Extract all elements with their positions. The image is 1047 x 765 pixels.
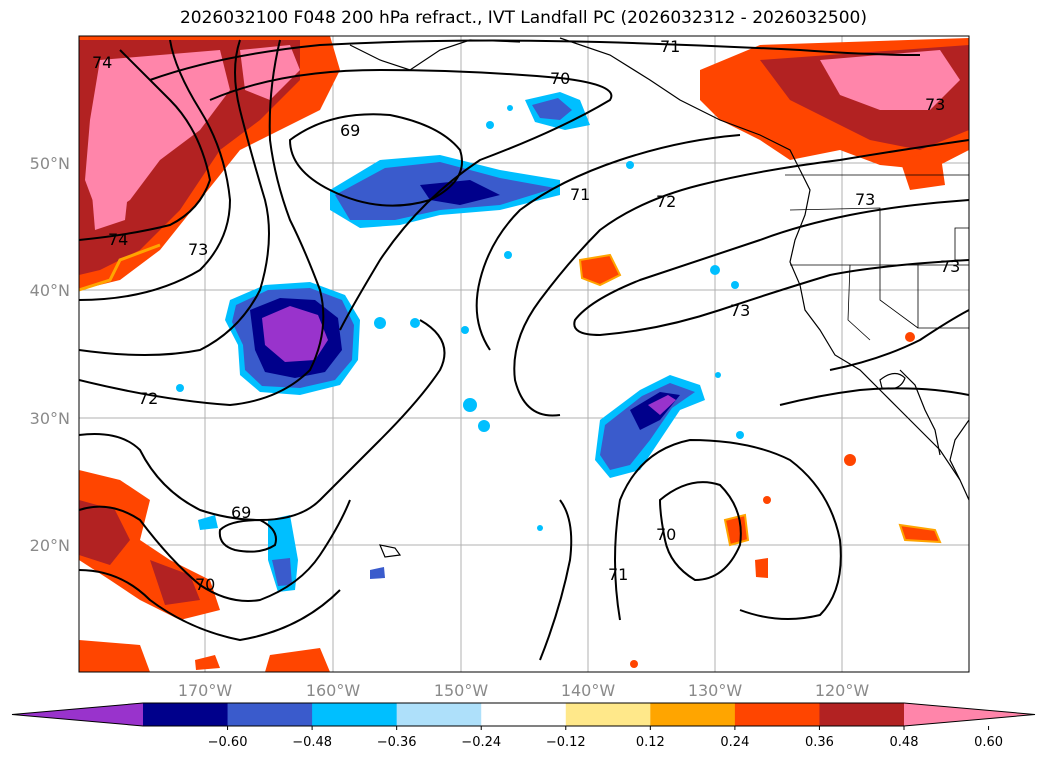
contour-label: 73 [925,95,945,114]
lon-tick: 120°W [815,681,870,700]
lon-tick: 170°W [178,681,233,700]
lat-tick: 40°N [30,281,70,300]
positive-anomaly-ne [700,38,969,190]
negative-anomaly-core [225,282,360,395]
lat-tick: 30°N [30,409,70,428]
latitude-labels: 50°N 40°N 30°N 20°N [30,154,70,555]
colorbar-tick-label: −0.36 [377,735,417,750]
colorbar-swatch [734,703,820,726]
colorbar-extend-low [12,703,143,726]
contour-labels: 74 71 70 69 71 72 73 74 73 73 72 69 70 7… [92,37,960,594]
contour-label: 70 [195,575,215,594]
contour-label: 71 [570,185,590,204]
colorbar-swatch [481,703,567,726]
contour-label: 72 [656,192,676,211]
colorbar-tick-label: 0.24 [720,735,749,750]
colorbar-tick-label: −0.60 [208,735,248,750]
map-title: 2026032100 F048 200 hPa refract., IVT La… [179,8,867,28]
colorbar-outline [11,702,1036,727]
contour-label: 72 [138,389,158,408]
contour-label: 73 [855,190,875,209]
colorbar-swatch [396,703,482,726]
colorbar-extend-high [904,703,1035,726]
contour-label: 74 [108,230,128,249]
colorbar-tick-label: −0.12 [546,735,586,750]
contour-label: 73 [188,240,208,259]
contour-label: 69 [231,503,251,522]
colorbar-swatch [143,703,229,726]
colorbar-tick-label: 0.48 [890,735,919,750]
contour-label: 70 [550,69,570,88]
colorbar: −0.60 −0.48 −0.36 −0.24 −0.12 0.12 0.24 0.36 0.4… [11,702,1036,750]
contour-label: 73 [730,301,750,320]
colorbar-tick-label: 0.36 [805,735,834,750]
colorbar-swatch [819,703,905,726]
contour-label: 71 [608,565,628,584]
contour-label: 74 [92,53,112,72]
lon-tick: 150°W [434,681,489,700]
colorbar-tick-label: −0.24 [461,735,501,750]
colorbar-swatch [650,703,736,726]
height-contours [79,39,969,661]
plot-area [79,36,969,672]
contour-label: 70 [656,525,676,544]
colorbar-swatch [565,703,651,726]
positive-anomaly-nw [79,36,340,292]
plot-frame [78,35,970,673]
contour-label: 71 [660,37,680,56]
political-borders [785,174,969,341]
lon-tick: 140°W [561,681,616,700]
negative-anomaly-southeast [595,375,705,478]
positive-anomaly-scattered [578,253,942,668]
colorbar-swatch [227,703,313,726]
lon-tick: 130°W [688,681,743,700]
colorbar-tick-label: 0.12 [636,735,665,750]
contour-label: 73 [940,257,960,276]
colorbar-tick-label: −0.48 [292,735,332,750]
colorbar-swatch [312,703,398,726]
colorbar-tick-label: 0.60 [974,735,1003,750]
gridlines [79,36,969,672]
lon-tick: 160°W [306,681,361,700]
lat-tick: 50°N [30,154,70,173]
contour-label: 69 [340,121,360,140]
lat-tick: 20°N [30,536,70,555]
negative-anomaly-scattered [176,105,744,531]
longitude-labels: 170°W 160°W 150°W 140°W 130°W 120°W [178,681,870,700]
